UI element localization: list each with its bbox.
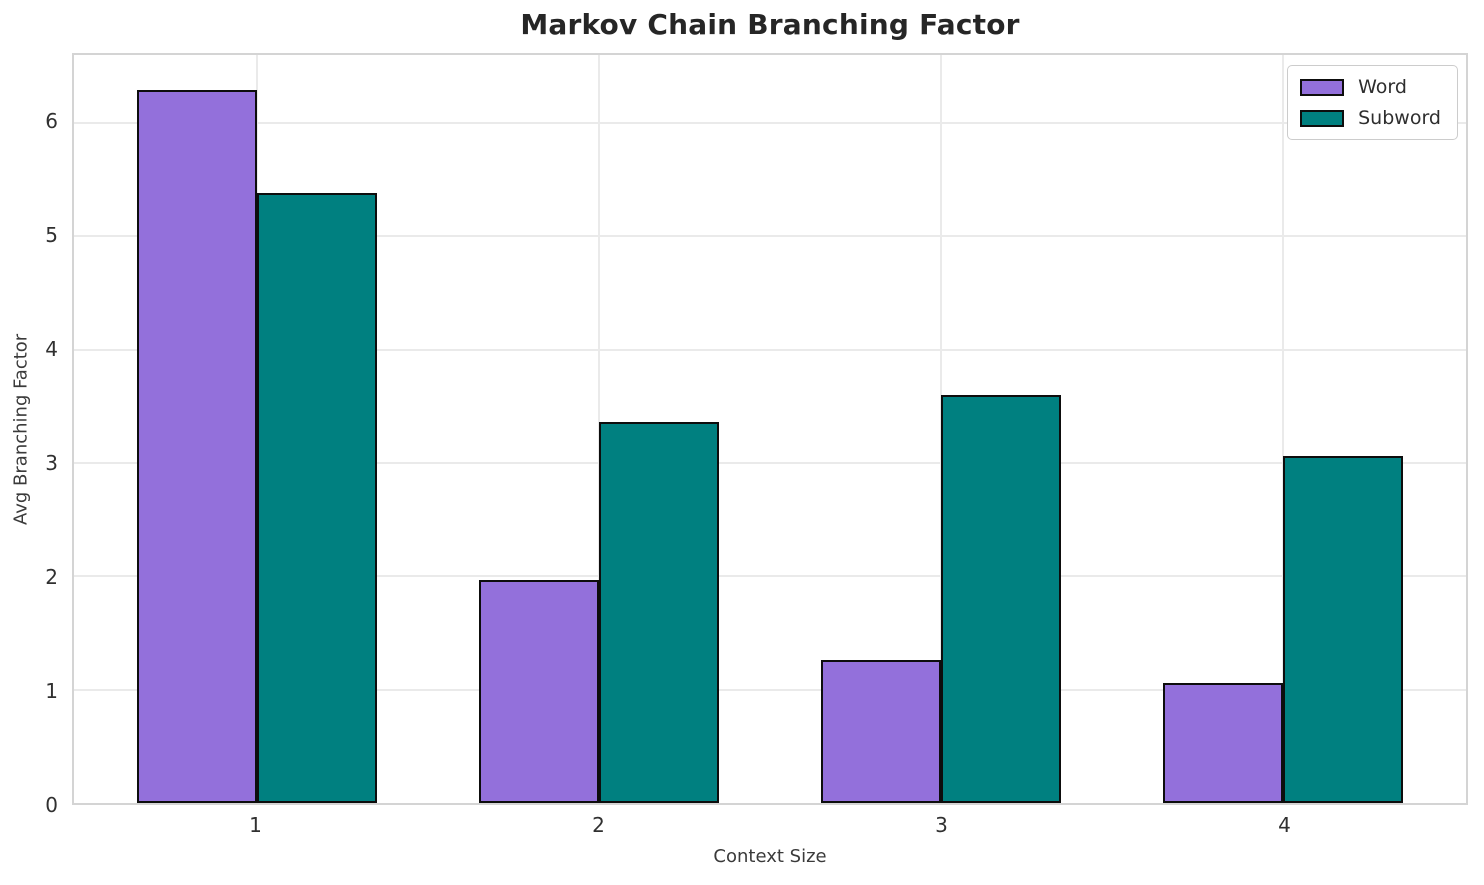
legend-swatch-word <box>1300 78 1345 96</box>
bar-word-3 <box>821 660 941 803</box>
bar-subword-3 <box>941 395 1061 803</box>
gridline-y-5 <box>74 235 1466 238</box>
bar-subword-4 <box>1283 456 1403 803</box>
bar-word-2 <box>479 579 599 803</box>
y-tick-label-4: 4 <box>45 337 58 362</box>
y-axis-ticks: 0 1 2 3 4 5 6 <box>0 53 58 815</box>
y-tick-label-6: 6 <box>45 109 58 134</box>
bar-word-4 <box>1163 682 1284 803</box>
legend-label-subword: Subword <box>1358 107 1441 129</box>
legend: Word Subword <box>1287 65 1458 140</box>
gridline-y-4 <box>74 348 1466 351</box>
bar-word-1 <box>137 90 257 803</box>
gridline-y-6 <box>74 122 1466 124</box>
y-tick-label-1: 1 <box>45 679 58 704</box>
x-tick-label-3: 3 <box>935 813 948 837</box>
x-tick-label-4: 4 <box>1278 813 1291 837</box>
legend-label-word: Word <box>1358 76 1407 98</box>
x-tick-label-1: 1 <box>249 813 262 837</box>
y-tick-label-0: 0 <box>45 793 58 817</box>
x-tick-label-2: 2 <box>592 813 605 837</box>
bar-subword-1 <box>256 193 377 803</box>
x-axis-ticks: 1 2 3 4 <box>72 813 1468 839</box>
gridline-y-2 <box>74 575 1466 578</box>
bar-subword-2 <box>598 422 719 803</box>
y-tick-label-3: 3 <box>45 451 58 476</box>
chart-title: Markov Chain Branching Factor <box>520 8 1020 41</box>
gridline-y-3 <box>74 462 1466 464</box>
legend-item-word: Word <box>1300 76 1441 98</box>
gridline-x-4 <box>1282 55 1285 803</box>
x-axis-label: Context Size <box>713 846 827 867</box>
legend-item-subword: Subword <box>1300 107 1441 129</box>
gridline-y-1 <box>74 688 1466 691</box>
y-tick-label-5: 5 <box>45 223 58 248</box>
plot-area: Word Subword <box>72 53 1468 805</box>
y-tick-label-2: 2 <box>45 565 58 590</box>
legend-swatch-subword <box>1300 109 1345 127</box>
